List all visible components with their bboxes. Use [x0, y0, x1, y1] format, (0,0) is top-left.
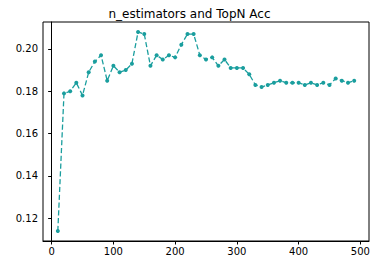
svg-text:0.18: 0.18 [16, 86, 38, 97]
svg-text:n_estimators and TopN Acc: n_estimators and TopN Acc [109, 7, 271, 21]
svg-text:100: 100 [104, 246, 123, 257]
svg-text:400: 400 [289, 246, 308, 257]
svg-text:0: 0 [48, 246, 54, 257]
svg-text:500: 500 [351, 246, 370, 257]
svg-text:300: 300 [227, 246, 246, 257]
svg-text:0.14: 0.14 [16, 170, 38, 181]
svg-text:0.20: 0.20 [16, 43, 38, 54]
svg-text:0.16: 0.16 [16, 128, 38, 139]
svg-text:0.12: 0.12 [16, 213, 38, 224]
svg-text:200: 200 [166, 246, 185, 257]
